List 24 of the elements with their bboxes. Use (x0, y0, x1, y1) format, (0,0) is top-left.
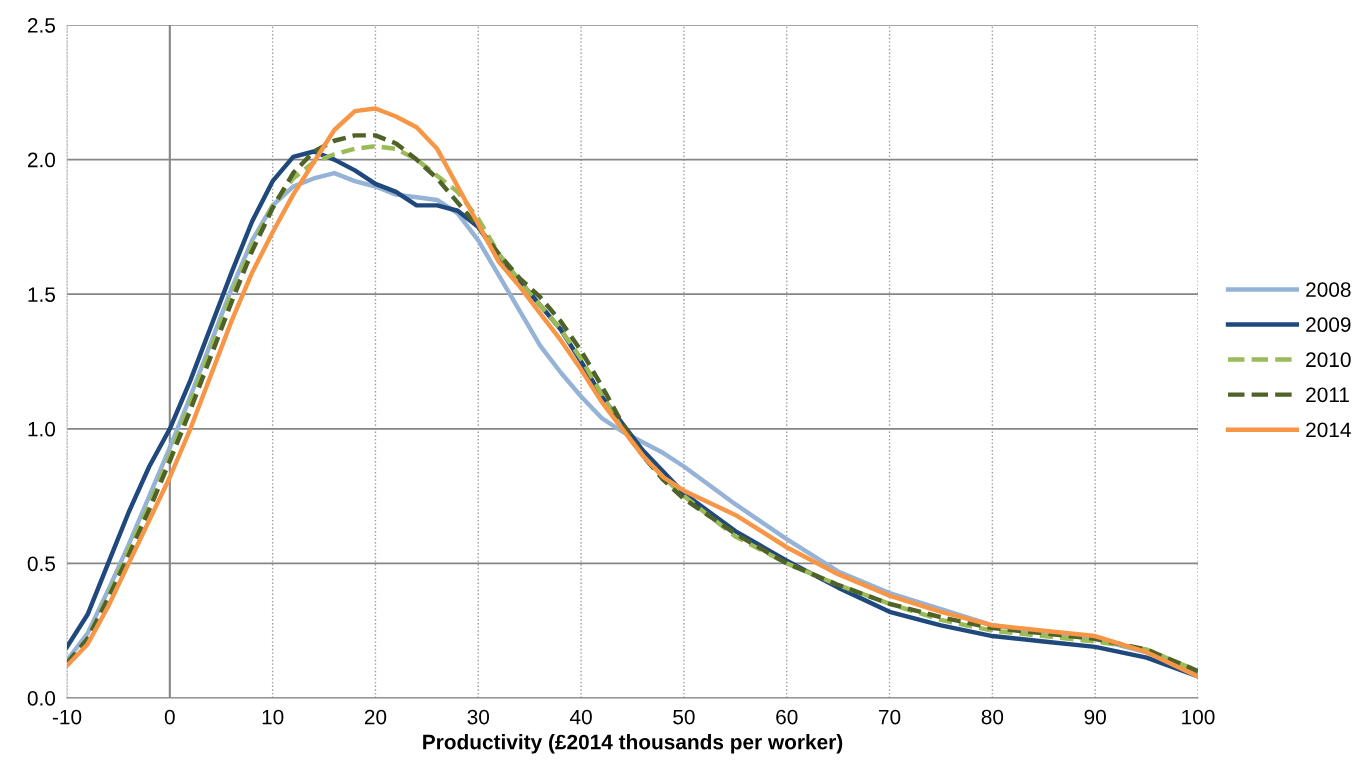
x-axis-title: Productivity (£2014 thousands per worker) (423, 734, 843, 754)
x-tick-label: 0 (164, 709, 175, 725)
x-tick-label: 70 (879, 709, 901, 725)
y-tick-label: 0.0 (27, 691, 56, 706)
x-tick-label: 10 (262, 709, 284, 725)
legend-label: 2008 (1306, 282, 1351, 297)
y-tick-label: 2.0 (27, 152, 56, 168)
x-tick-label: 30 (467, 709, 490, 725)
x-tick-label: 60 (776, 709, 798, 725)
legend-label: 2009 (1306, 317, 1351, 333)
y-tick-label: 1.0 (28, 421, 56, 437)
legend-label: 2011 (1306, 387, 1349, 403)
legend-label: 2014 (1306, 422, 1351, 438)
y-tick-label: 1.5 (28, 287, 56, 302)
x-tick-label: 20 (364, 709, 387, 725)
x-tick-label: 80 (981, 709, 1004, 725)
x-tick-label: 50 (673, 709, 695, 725)
x-tick-label: 40 (569, 709, 592, 725)
legend-label: 2010 (1306, 352, 1351, 368)
y-tick-label: 0.5 (27, 556, 56, 572)
x-tick-label: 100 (1182, 709, 1215, 725)
x-tick-label: -10 (52, 709, 82, 725)
y-tick-label: 2.5 (27, 18, 56, 33)
x-tick-label: 90 (1084, 709, 1106, 725)
